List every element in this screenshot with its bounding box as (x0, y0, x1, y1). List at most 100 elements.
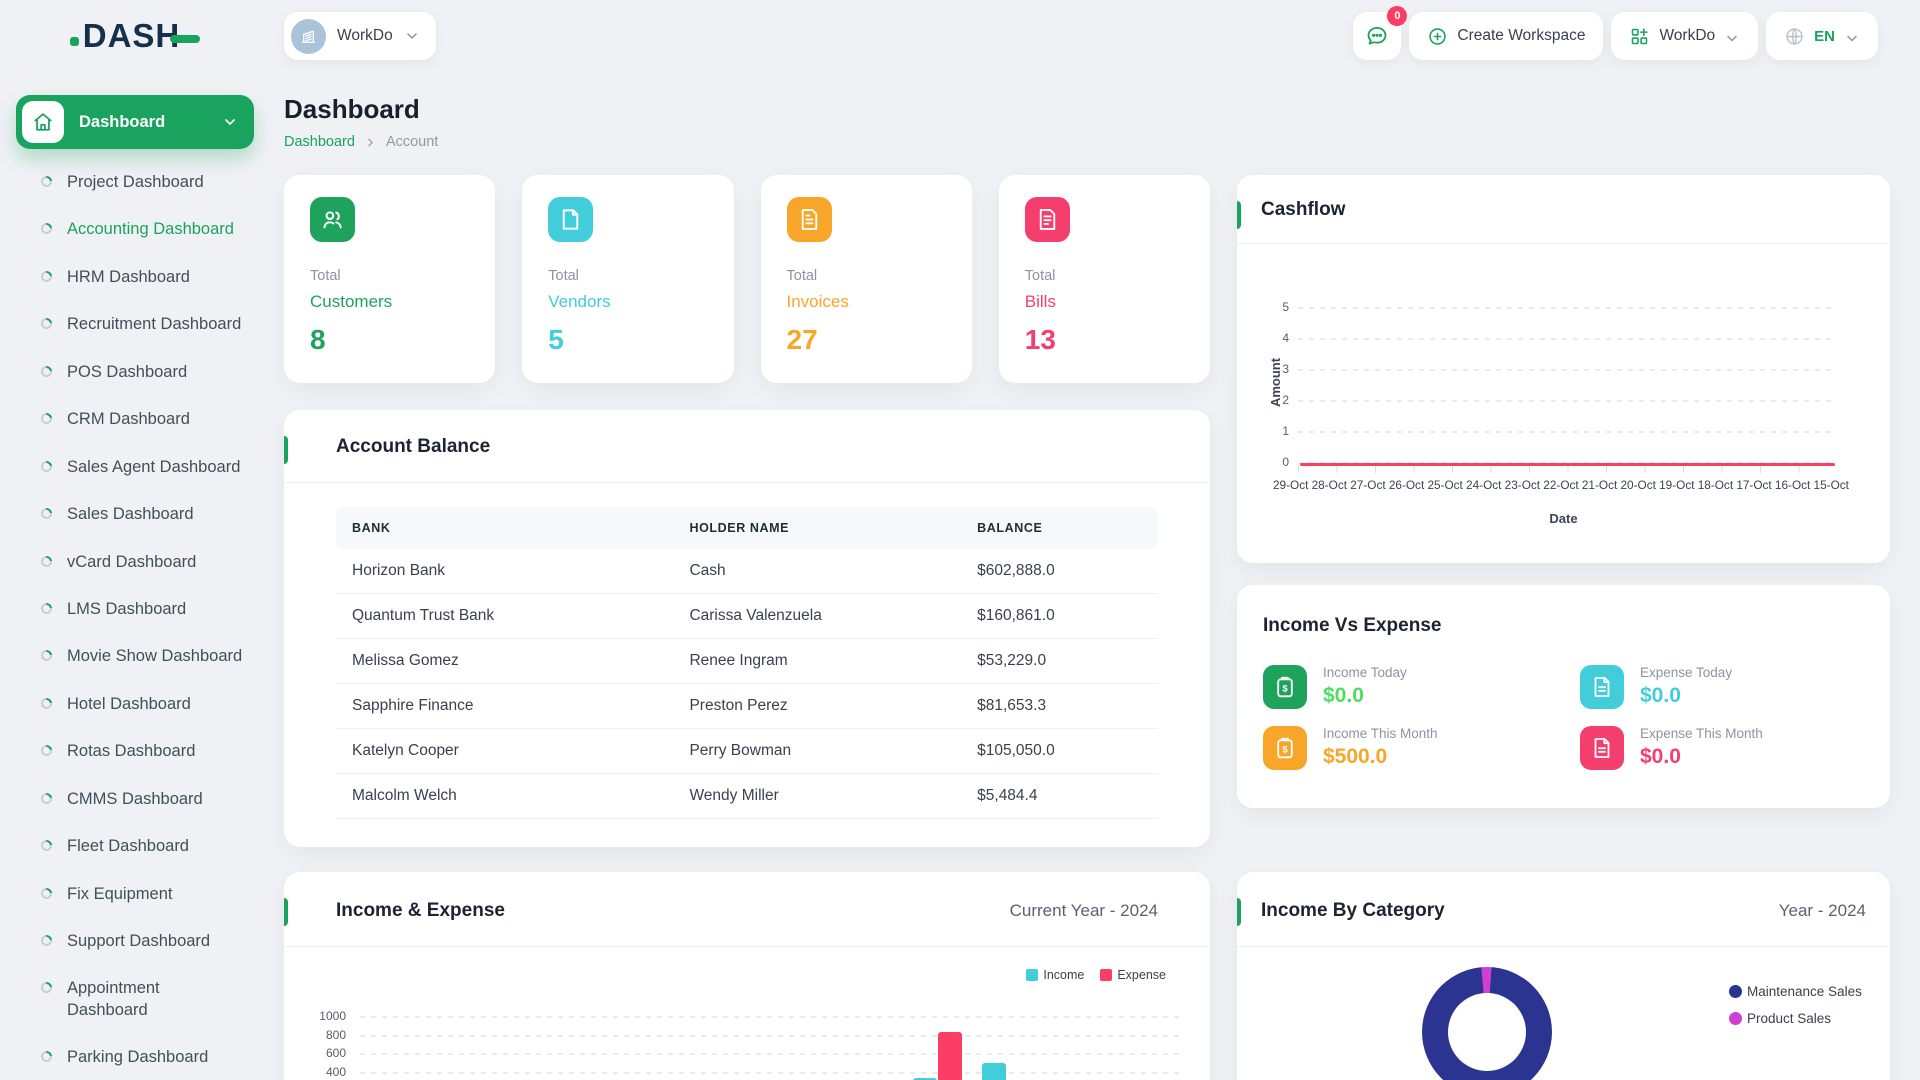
legend-dot (1729, 1012, 1742, 1025)
app-logo[interactable]: DASH (0, 17, 270, 55)
legend-label: Income (1043, 968, 1085, 982)
table-row: Malcolm Welch Wendy Miller $5,484.4 (336, 773, 1158, 819)
gridline (1298, 338, 1837, 340)
account-balance-card: Account Balance BANK HOLDER NAME BALANCE H… (284, 410, 1210, 847)
sidebar-item-hrm-dashboard[interactable]: HRM Dashboard (28, 254, 254, 301)
logo-text: DASH (82, 17, 181, 54)
bank-cell: Quantum Trust Bank (336, 593, 690, 639)
holder-cell: Perry Bowman (689, 728, 978, 774)
sidebar-item-label: Movie Show Dashboard (67, 647, 243, 666)
legend-swatch (1100, 969, 1113, 981)
sidebar-item-lms-dashboard[interactable]: LMS Dashboard (28, 586, 254, 633)
sidebar-item-fix-equipment[interactable]: Fix Equipment (28, 871, 254, 918)
bullet-ring-icon (38, 837, 55, 854)
x-tick-labels: 29-Oct 28-Oct 27-Oct 26-Oct 25-Oct 24-Oct 23-O… (1273, 478, 1849, 492)
chevron-down-icon (1844, 28, 1860, 44)
sidebar-item-crm-dashboard[interactable]: CRM Dashboard (28, 396, 254, 443)
stat-name: Customers (310, 292, 393, 311)
bank-cell: Malcolm Welch (336, 773, 690, 819)
x-tick-label: 26-Oct (1388, 478, 1425, 492)
stats-row: Total Customers 8 Total Vendors 5 Total Invoice… (284, 175, 1210, 383)
stat-card-bills[interactable]: Total Bills 13 (998, 175, 1210, 383)
sidebar-item-support-dashboard[interactable]: Support Dashboard (28, 918, 254, 965)
table-header-row: BANK HOLDER NAME BALANCE (336, 507, 1158, 549)
holder-cell: Cash (689, 549, 978, 594)
stat-card-invoices[interactable]: Total Invoices 27 (760, 175, 972, 383)
x-tick-label: 17-Oct (1736, 478, 1772, 492)
bullet-ring-icon (38, 980, 55, 996)
language-selector[interactable]: EN (1766, 12, 1878, 60)
gridline (1298, 307, 1837, 309)
ive-label: Expense Today (1640, 665, 1733, 680)
language-code: EN (1814, 27, 1835, 45)
gridline (360, 1053, 1185, 1056)
sidebar-item-cmms-dashboard[interactable]: CMMS Dashboard (28, 776, 254, 823)
sidebar-item-label: Sales Dashboard (67, 505, 194, 524)
income-expense-subtitle: Current Year - 2024 (1009, 901, 1158, 920)
stat-value: 5 (548, 324, 564, 355)
ive-label: Income Today (1323, 665, 1407, 680)
sidebar-menu: Project Dashboard Accounting Dashboard HRM… (16, 159, 254, 1080)
sidebar-item-sales-agent-dashboard[interactable]: Sales Agent Dashboard (28, 444, 254, 491)
x-axis-ticks (1298, 466, 1837, 473)
stat-value: 8 (310, 324, 326, 355)
legend-item-maintenance-sales: Maintenance Sales (1729, 984, 1862, 999)
sidebar-item-rotas-dashboard[interactable]: Rotas Dashboard (28, 728, 254, 775)
sidebar-item-label: CMMS Dashboard (67, 789, 203, 808)
bank-cell: Sapphire Finance (336, 683, 690, 729)
stat-card-customers[interactable]: Total Customers 8 (284, 175, 496, 383)
x-tick-label: 28-Oct (1311, 478, 1348, 492)
stat-name: Bills (1024, 292, 1056, 311)
sidebar-item-accounting-dashboard[interactable]: Accounting Dashboard (28, 206, 254, 253)
table-row: Sapphire Finance Preston Perez $81,653.3 (336, 683, 1158, 729)
logo-dash-icon (170, 35, 201, 43)
create-workspace-button[interactable]: Create Workspace (1409, 12, 1604, 60)
breadcrumb-dashboard-link[interactable]: Dashboard (284, 134, 355, 150)
sidebar-item-label: Support Dashboard (67, 932, 211, 950)
sidebar-item-recruitment-dashboard[interactable]: Recruitment Dashboard (28, 301, 254, 348)
stat-prefix: Total (786, 268, 818, 284)
table-row: Quantum Trust Bank Carissa Valenzuela $160… (336, 593, 1158, 639)
x-tick-label: 21-Oct (1581, 478, 1618, 492)
sidebar-group-dashboard[interactable]: Dashboard (16, 95, 254, 149)
page-title: Dashboard (284, 94, 420, 124)
cashflow-title: Cashflow (1261, 199, 1346, 220)
y-tick-label: 5 (1282, 300, 1289, 314)
sidebar-item-label: vCard Dashboard (67, 552, 197, 571)
messages-button[interactable]: 0 (1353, 6, 1408, 60)
workspace-pill[interactable]: WorkDo (284, 12, 436, 60)
income-vs-expense-card: Income Vs Expense $ Income Today $0.0 Expen… (1237, 585, 1890, 808)
sidebar-item-appointment-dashboard[interactable]: Appointment Dashboard (28, 965, 254, 1034)
sidebar-item-hotel-dashboard[interactable]: Hotel Dashboard (28, 681, 254, 728)
income-by-category-subtitle: Year - 2024 (1778, 901, 1866, 920)
gridline (1298, 431, 1837, 433)
stat-card-vendors[interactable]: Total Vendors 5 (522, 175, 734, 383)
balance-cell: $602,888.0 (977, 549, 1158, 594)
plus-circle-icon (1429, 27, 1447, 45)
sidebar-item-sales-dashboard[interactable]: Sales Dashboard (28, 491, 254, 538)
chevron-right-icon (364, 136, 377, 149)
bar-income (982, 1062, 1007, 1080)
sidebar-item-parking-dashboard[interactable]: Parking Dashboard (28, 1034, 254, 1080)
workspace-switcher-button[interactable]: WorkDo (1611, 12, 1759, 60)
card-accent-bar (284, 436, 288, 464)
income-by-category-title: Income By Category (1261, 900, 1445, 921)
ive-item-expense-this-month: Expense This Month $0.0 (1580, 726, 1763, 770)
sidebar-item-vcard-dashboard[interactable]: vCard Dashboard (28, 539, 254, 586)
chevron-down-icon (1724, 28, 1740, 44)
bullet-ring-icon (38, 268, 55, 285)
sidebar-item-project-dashboard[interactable]: Project Dashboard (28, 159, 254, 206)
ive-value: $0.0 (1640, 684, 1681, 707)
x-tick-label: 15-Oct (1813, 478, 1849, 492)
x-tick-label: 27-Oct (1350, 478, 1386, 492)
sidebar-item-movie-show-dashboard[interactable]: Movie Show Dashboard (28, 633, 254, 680)
bank-cell: Horizon Bank (336, 549, 690, 594)
sidebar-item-pos-dashboard[interactable]: POS Dashboard (28, 349, 254, 396)
workspace-name: WorkDo (337, 27, 393, 44)
ive-value: $500.0 (1323, 745, 1388, 768)
workspace-avatar (291, 18, 326, 54)
gridline (360, 1071, 1185, 1074)
sidebar-item-fleet-dashboard[interactable]: Fleet Dashboard (28, 823, 254, 870)
account-balance-title: Account Balance (336, 436, 491, 457)
